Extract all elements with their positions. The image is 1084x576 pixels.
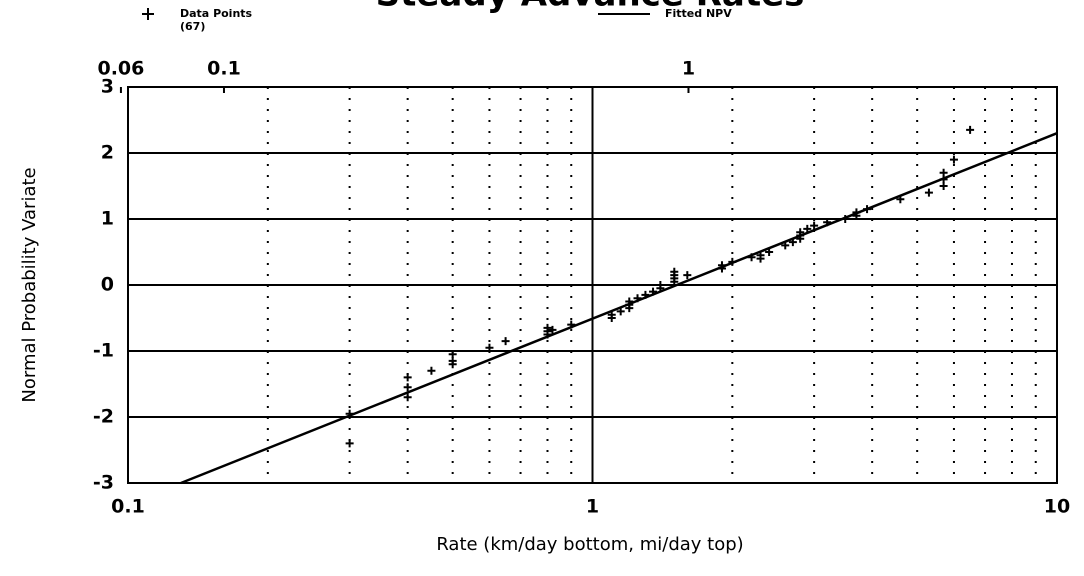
- y-tick-label: -1: [93, 340, 114, 362]
- y-tick-label: 1: [101, 208, 114, 230]
- y-tick-label: 2: [101, 142, 114, 164]
- data-point: [670, 267, 679, 276]
- data-point: [607, 314, 616, 322]
- y-tick-label: 3: [101, 76, 114, 98]
- data-point: [403, 393, 412, 402]
- x2-tick-label: 1: [682, 58, 695, 80]
- data-point: [924, 188, 933, 197]
- data-point: [345, 439, 354, 448]
- fit-line: [180, 132, 1058, 485]
- data-point: [810, 221, 819, 230]
- x-axis-label: Rate (km/day bottom, mi/day top): [436, 534, 743, 555]
- x2-tick-label: 0.06: [97, 58, 144, 80]
- legend-marker: [142, 8, 154, 20]
- data-point: [427, 366, 436, 375]
- data-point: [448, 360, 457, 369]
- data-point: [501, 337, 510, 346]
- y-tick-label: 0: [101, 274, 114, 296]
- data-point: [403, 383, 412, 392]
- data-point: [548, 325, 557, 334]
- data-point: [403, 373, 412, 382]
- x-tick-label: 0.1: [111, 496, 145, 518]
- data-point: [543, 323, 552, 332]
- x2-tick-label: 0.1: [207, 58, 241, 80]
- legend-label: Fitted NPV: [665, 7, 732, 20]
- x-tick-label: 1: [586, 496, 599, 518]
- y-tick-label: -2: [93, 406, 114, 428]
- data-point: [966, 125, 975, 134]
- data-point: [683, 271, 692, 280]
- data-point: [656, 281, 665, 289]
- data-point: [949, 155, 958, 164]
- data-point: [939, 168, 948, 177]
- chart-title: Steady Advance Rates: [376, 0, 805, 15]
- x-tick-label: 10: [1044, 496, 1070, 518]
- y-axis-label: Normal Probability Variate: [19, 167, 40, 402]
- legend-label: Data Points: [180, 7, 253, 20]
- legend-note: (67): [180, 20, 205, 33]
- data-point: [485, 343, 494, 352]
- y-tick-label: -3: [93, 472, 114, 494]
